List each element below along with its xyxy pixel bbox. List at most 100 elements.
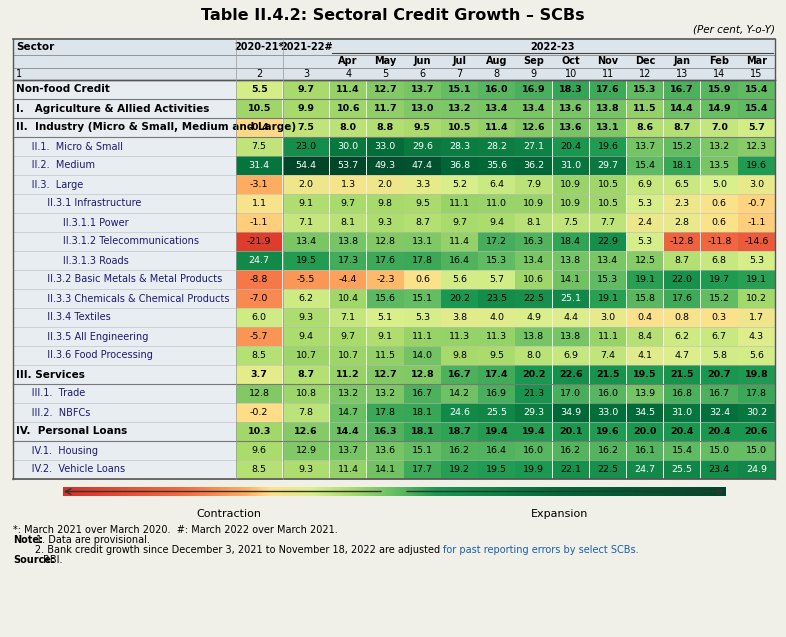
Bar — [397, 487, 400, 496]
Bar — [566, 487, 568, 496]
Bar — [171, 487, 174, 496]
Bar — [553, 365, 590, 383]
Bar — [627, 213, 663, 232]
Text: 9.7: 9.7 — [298, 85, 314, 94]
Text: 19.6: 19.6 — [596, 427, 620, 436]
Bar — [621, 487, 623, 496]
Text: 16.4: 16.4 — [449, 256, 470, 265]
Text: 8.7: 8.7 — [674, 123, 691, 132]
Bar — [236, 194, 282, 213]
Bar — [283, 403, 329, 422]
Bar — [472, 487, 476, 496]
Bar — [344, 487, 347, 496]
Bar — [119, 487, 121, 496]
Bar — [626, 487, 628, 496]
Bar — [236, 403, 282, 422]
Bar — [404, 156, 441, 175]
Bar — [553, 441, 590, 460]
Bar — [444, 487, 446, 496]
Bar — [650, 487, 652, 496]
Bar — [404, 194, 441, 213]
Bar — [738, 194, 775, 213]
Text: 34.9: 34.9 — [560, 408, 582, 417]
Bar — [457, 487, 460, 496]
Bar — [362, 487, 365, 496]
Text: 15.4: 15.4 — [634, 161, 656, 170]
Text: 15.1: 15.1 — [412, 446, 433, 455]
Bar — [519, 487, 522, 496]
Bar — [701, 441, 737, 460]
Text: 13.8: 13.8 — [523, 332, 545, 341]
Text: 17.0: 17.0 — [560, 389, 582, 398]
Bar — [196, 487, 199, 496]
Text: 12.7: 12.7 — [373, 85, 397, 94]
Bar — [236, 327, 282, 346]
Text: 4: 4 — [345, 69, 351, 79]
Bar — [479, 384, 515, 403]
Bar — [369, 487, 371, 496]
Text: 8.7: 8.7 — [674, 256, 689, 265]
Text: 17.8: 17.8 — [412, 256, 433, 265]
Text: 21.3: 21.3 — [523, 389, 545, 398]
Bar — [426, 487, 429, 496]
Text: 18.1: 18.1 — [412, 408, 433, 417]
Bar — [627, 233, 663, 251]
Text: 19.1: 19.1 — [634, 275, 656, 284]
Bar — [13, 39, 775, 80]
Bar — [330, 308, 366, 327]
Bar — [711, 487, 714, 496]
Bar — [645, 487, 648, 496]
Text: Dec: Dec — [635, 57, 656, 66]
Text: 25.1: 25.1 — [560, 294, 582, 303]
Bar — [236, 99, 282, 118]
Text: II.2.  Medium: II.2. Medium — [16, 161, 95, 171]
Text: 1: 1 — [16, 69, 22, 79]
Bar — [664, 327, 700, 346]
Bar — [701, 365, 737, 383]
Text: 11.2: 11.2 — [336, 370, 360, 379]
Bar — [738, 213, 775, 232]
Bar — [13, 194, 236, 213]
Text: 13.1: 13.1 — [597, 123, 619, 132]
Bar — [738, 99, 775, 118]
Bar — [670, 487, 672, 496]
Text: Oct: Oct — [561, 57, 580, 66]
Text: II.  Industry (Micro & Small, Medium and Large): II. Industry (Micro & Small, Medium and … — [16, 122, 296, 132]
Bar — [612, 487, 615, 496]
Bar — [366, 487, 369, 496]
Bar — [380, 487, 382, 496]
Bar — [439, 487, 442, 496]
Text: 19.8: 19.8 — [744, 370, 769, 379]
Text: 13.8: 13.8 — [560, 256, 582, 265]
Bar — [13, 441, 236, 460]
Text: 3.0: 3.0 — [749, 180, 764, 189]
Bar — [738, 118, 775, 137]
Bar — [663, 487, 666, 496]
Bar — [353, 487, 356, 496]
Bar — [187, 487, 189, 496]
Text: 30.0: 30.0 — [338, 142, 358, 151]
Bar — [479, 80, 515, 99]
Bar — [216, 487, 219, 496]
Bar — [627, 441, 663, 460]
Text: Jul: Jul — [453, 57, 467, 66]
Bar — [479, 327, 515, 346]
Text: 16.7: 16.7 — [670, 85, 694, 94]
Text: IV.1.  Housing: IV.1. Housing — [16, 445, 98, 455]
Bar — [590, 175, 626, 194]
Bar — [479, 213, 515, 232]
Bar — [13, 137, 236, 156]
Bar — [330, 270, 366, 289]
Text: 18.4: 18.4 — [560, 237, 582, 246]
Text: 24.6: 24.6 — [449, 408, 470, 417]
Text: 22.1: 22.1 — [560, 465, 582, 474]
Text: 0.6: 0.6 — [712, 218, 727, 227]
Bar — [479, 487, 482, 496]
Bar — [330, 441, 366, 460]
Bar — [229, 487, 232, 496]
Bar — [553, 403, 590, 422]
Bar — [738, 289, 775, 308]
Bar — [307, 487, 309, 496]
Bar — [87, 487, 90, 496]
Text: Feb: Feb — [709, 57, 729, 66]
